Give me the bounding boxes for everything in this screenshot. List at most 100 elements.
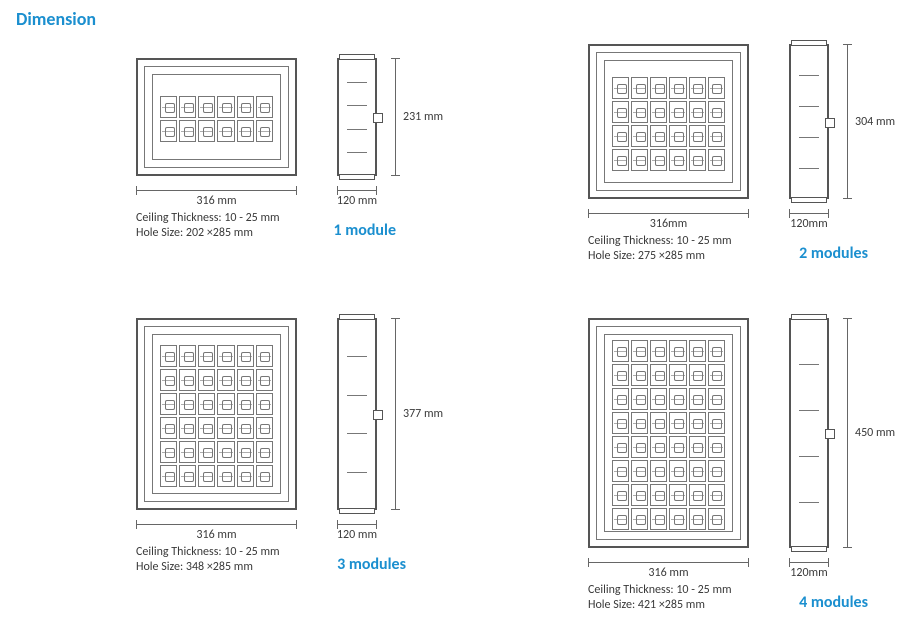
led-cell bbox=[198, 441, 215, 463]
specs: Ceiling Thickness: 10 - 25 mmHole Size: … bbox=[136, 210, 280, 240]
drawings-row: 316 mm377 mm120 mm bbox=[136, 318, 596, 540]
led-cell bbox=[708, 125, 725, 147]
page: Dimension 316 mm231 mm120 mmCeiling Thic… bbox=[0, 0, 913, 640]
led-row bbox=[612, 412, 725, 434]
led-cell bbox=[217, 393, 234, 415]
dimension-block: 316 mm450 mm120mmCeiling Thickness: 10 -… bbox=[588, 318, 913, 612]
led-row bbox=[612, 77, 725, 99]
led-cell bbox=[708, 364, 725, 386]
led-cell bbox=[256, 441, 273, 463]
led-rows bbox=[160, 96, 273, 142]
led-cell bbox=[650, 508, 667, 530]
led-cell bbox=[612, 460, 629, 482]
led-cell bbox=[237, 369, 254, 391]
led-row bbox=[612, 508, 725, 530]
led-cell bbox=[256, 417, 273, 439]
led-row bbox=[160, 393, 273, 415]
led-cell bbox=[689, 484, 706, 506]
led-cell bbox=[650, 149, 667, 171]
led-cell bbox=[612, 412, 629, 434]
led-row bbox=[160, 417, 273, 439]
led-row bbox=[160, 345, 273, 367]
hole-size: Hole Size: 348 ×285 mm bbox=[136, 560, 280, 574]
led-cell bbox=[612, 484, 629, 506]
led-cell bbox=[708, 388, 725, 410]
side-profile bbox=[337, 58, 377, 176]
led-cell bbox=[198, 96, 215, 118]
led-cell bbox=[179, 465, 196, 487]
led-cell bbox=[708, 460, 725, 482]
led-cell bbox=[256, 465, 273, 487]
led-cell bbox=[179, 120, 196, 142]
led-cell bbox=[179, 417, 196, 439]
led-cell bbox=[631, 149, 648, 171]
meta-row: Ceiling Thickness: 10 - 25 mmHole Size: … bbox=[136, 210, 406, 240]
dim-depth: 120mm bbox=[789, 556, 829, 578]
variant-4-modules: 316 mm450 mm120mmCeiling Thickness: 10 -… bbox=[588, 318, 913, 612]
drawings-row: 316 mm450 mm120mm bbox=[588, 318, 913, 578]
led-cell bbox=[198, 417, 215, 439]
ceiling-thickness: Ceiling Thickness: 10 - 25 mm bbox=[588, 583, 732, 597]
led-cell bbox=[708, 77, 725, 99]
led-cell bbox=[612, 364, 629, 386]
led-cell bbox=[669, 436, 686, 458]
front-panel bbox=[588, 44, 749, 199]
dim-height: 304 mm bbox=[843, 44, 867, 199]
cable-port bbox=[373, 113, 383, 123]
led-cell bbox=[689, 460, 706, 482]
meta-row: Ceiling Thickness: 10 - 25 mmHole Size: … bbox=[588, 233, 878, 263]
led-cell bbox=[631, 77, 648, 99]
led-cell bbox=[689, 388, 706, 410]
module-count-label: 2 modules bbox=[799, 244, 868, 263]
led-cell bbox=[689, 101, 706, 123]
led-row bbox=[612, 125, 725, 147]
led-cell bbox=[160, 417, 177, 439]
led-row bbox=[612, 340, 725, 362]
drawings-row: 316mm304 mm120mm bbox=[588, 44, 913, 229]
led-cell bbox=[612, 340, 629, 362]
led-cell bbox=[708, 340, 725, 362]
dim-depth-label: 120mm bbox=[790, 217, 827, 231]
led-cell bbox=[669, 484, 686, 506]
led-cell bbox=[237, 393, 254, 415]
led-cell bbox=[650, 77, 667, 99]
led-cell bbox=[631, 101, 648, 123]
dim-depth-label: 120mm bbox=[790, 566, 827, 580]
led-cell bbox=[631, 412, 648, 434]
led-cell bbox=[179, 96, 196, 118]
led-cell bbox=[612, 101, 629, 123]
led-cell bbox=[669, 508, 686, 530]
led-cell bbox=[612, 436, 629, 458]
led-cell bbox=[198, 465, 215, 487]
hole-size: Hole Size: 202 ×285 mm bbox=[136, 226, 280, 240]
led-cell bbox=[179, 369, 196, 391]
led-cell bbox=[256, 393, 273, 415]
led-cell bbox=[669, 149, 686, 171]
led-cell bbox=[160, 441, 177, 463]
cable-port bbox=[373, 410, 383, 420]
led-cell bbox=[650, 412, 667, 434]
led-cell bbox=[256, 369, 273, 391]
front-panel bbox=[588, 318, 749, 548]
led-rows bbox=[160, 345, 273, 487]
led-cell bbox=[612, 508, 629, 530]
led-cell bbox=[237, 96, 254, 118]
led-cell bbox=[650, 340, 667, 362]
led-cell bbox=[631, 364, 648, 386]
led-row bbox=[612, 484, 725, 506]
led-cell bbox=[669, 460, 686, 482]
front-panel bbox=[136, 318, 297, 510]
led-cell bbox=[217, 441, 234, 463]
led-cell bbox=[708, 101, 725, 123]
dim-height-label: 450 mm bbox=[855, 426, 895, 440]
led-cell bbox=[689, 412, 706, 434]
meta-row: Ceiling Thickness: 10 - 25 mmHole Size: … bbox=[136, 544, 416, 574]
led-cell bbox=[650, 388, 667, 410]
led-cell bbox=[708, 149, 725, 171]
dim-height: 377 mm bbox=[391, 318, 415, 510]
dim-depth: 120 mm bbox=[337, 518, 377, 540]
ceiling-thickness: Ceiling Thickness: 10 - 25 mm bbox=[136, 211, 280, 225]
led-cell bbox=[256, 96, 273, 118]
led-cell bbox=[179, 393, 196, 415]
led-cell bbox=[689, 149, 706, 171]
